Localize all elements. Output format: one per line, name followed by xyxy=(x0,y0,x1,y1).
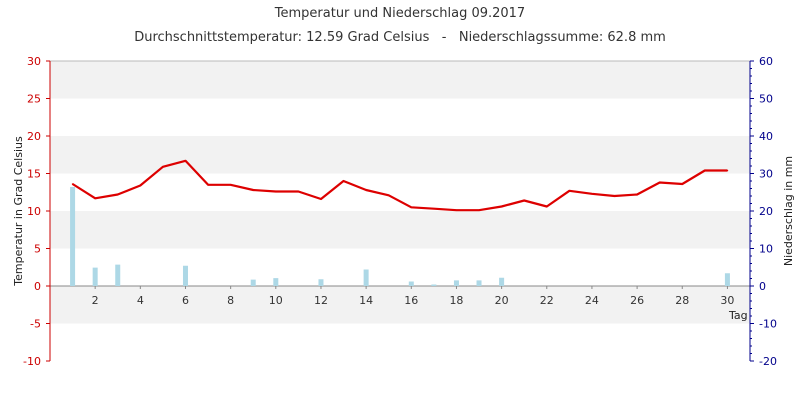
grid-band xyxy=(50,286,750,324)
precipitation-bar xyxy=(273,278,279,286)
grid-band xyxy=(50,98,750,136)
left-tick-label: 0 xyxy=(34,280,41,293)
left-tick-label: 30 xyxy=(27,55,41,68)
precipitation-bar xyxy=(250,279,256,286)
precipitation-bar xyxy=(408,281,414,286)
temperature-point xyxy=(478,209,480,212)
temperature-point xyxy=(636,193,638,196)
x-tick-label: 26 xyxy=(630,294,644,307)
temperature-point xyxy=(252,189,255,191)
x-tick-label: 8 xyxy=(227,294,234,307)
right-tick-label: 10 xyxy=(759,243,773,256)
y-axis-label-left: Temperatur in Grad Celsius xyxy=(12,136,25,287)
temperature-point xyxy=(342,180,345,182)
precipitation-bar xyxy=(318,279,324,286)
grid-band xyxy=(50,136,750,174)
temperature-point xyxy=(320,198,322,200)
x-tick-label: 28 xyxy=(675,294,689,307)
temperature-point xyxy=(207,183,209,186)
x-tick-label: 14 xyxy=(359,294,373,307)
chart-title: Temperatur und Niederschlag 09.2017 xyxy=(274,6,525,21)
right-tick-label: -20 xyxy=(759,355,777,368)
temperature-point xyxy=(613,195,616,197)
temperature-point xyxy=(704,169,706,172)
chart-subtitle: Durchschnittstemperatur: 12.59 Grad Cels… xyxy=(134,30,666,45)
left-tick-label: -5 xyxy=(30,318,41,331)
temperature-point xyxy=(162,165,164,168)
temperature-point xyxy=(545,205,548,208)
temperature-point xyxy=(568,189,571,192)
temperature-point xyxy=(71,183,74,185)
temperature-point xyxy=(365,189,367,191)
precipitation-bar xyxy=(724,273,730,286)
temperature-point xyxy=(116,193,119,196)
temperature-point xyxy=(297,190,300,193)
precipitation-bar xyxy=(182,265,188,286)
grid-band xyxy=(50,248,750,286)
x-tick-label: 22 xyxy=(540,294,554,307)
precipitation-bar xyxy=(476,280,482,286)
temperature-point xyxy=(500,205,503,208)
x-tick-label: 2 xyxy=(92,294,99,307)
right-tick-label: 20 xyxy=(759,205,773,218)
precipitation-bar xyxy=(70,187,76,286)
precipitation-bar xyxy=(431,284,437,286)
temperature-point xyxy=(658,181,661,184)
temperature-line-group xyxy=(71,159,729,212)
x-axis-label: Tag xyxy=(728,309,748,322)
temperature-point xyxy=(275,190,277,193)
temperature-point xyxy=(184,159,187,162)
grid-band xyxy=(50,323,750,361)
precipitation-bar xyxy=(363,269,369,286)
grid-band xyxy=(50,61,750,99)
temperature-point xyxy=(591,192,593,195)
right-tick-label: 30 xyxy=(759,168,773,181)
y-axis-label-right: Niederschlag in mm xyxy=(782,156,795,266)
grid-bands xyxy=(50,61,750,361)
temperature-point xyxy=(410,206,413,209)
x-tick-labels: 2 4 6 8 10 12 14 16 18 20 22 24 26 28 30 xyxy=(92,286,734,307)
left-tick-label: -10 xyxy=(23,355,41,368)
right-tick-labels: -20 -10 0 10 20 30 40 50 60 xyxy=(750,55,777,368)
x-tick-label: 30 xyxy=(720,294,734,307)
x-tick-label: 16 xyxy=(404,294,418,307)
right-tick-label: 0 xyxy=(759,280,766,293)
left-tick-labels: -10 -5 0 5 10 15 20 25 30 xyxy=(23,55,50,368)
temperature-point xyxy=(433,207,435,210)
x-tick-label: 12 xyxy=(314,294,328,307)
grid-band xyxy=(50,173,750,211)
left-tick-label: 5 xyxy=(34,243,41,256)
temperature-point xyxy=(681,183,684,185)
temperature-line xyxy=(72,159,728,212)
precipitation-bar xyxy=(499,277,505,286)
temperature-point xyxy=(523,199,525,202)
precipitation-bar xyxy=(453,280,459,286)
temperature-point xyxy=(726,169,729,172)
right-tick-label: 40 xyxy=(759,130,773,143)
grid-band xyxy=(50,211,750,249)
precipitation-bar xyxy=(92,267,98,286)
x-tick-label: 18 xyxy=(449,294,463,307)
temperature-point xyxy=(387,194,390,197)
left-tick-label: 15 xyxy=(27,168,41,181)
left-tick-label: 20 xyxy=(27,130,41,143)
precipitation-bar xyxy=(115,264,121,286)
left-tick-label: 10 xyxy=(27,205,41,218)
temperature-point xyxy=(455,209,458,212)
left-tick-label: 25 xyxy=(27,93,41,106)
temperature-point xyxy=(94,197,96,200)
precipitation-bars xyxy=(70,187,730,286)
temperature-point xyxy=(229,183,232,186)
x-tick-label: 4 xyxy=(137,294,144,307)
x-tick-label: 6 xyxy=(182,294,189,307)
right-tick-label: -10 xyxy=(759,318,777,331)
temperature-point xyxy=(139,184,142,187)
x-tick-label: 24 xyxy=(585,294,599,307)
right-tick-label: 60 xyxy=(759,55,773,68)
x-tick-label: 10 xyxy=(269,294,283,307)
right-tick-label: 50 xyxy=(759,93,773,106)
x-tick-label: 20 xyxy=(495,294,509,307)
